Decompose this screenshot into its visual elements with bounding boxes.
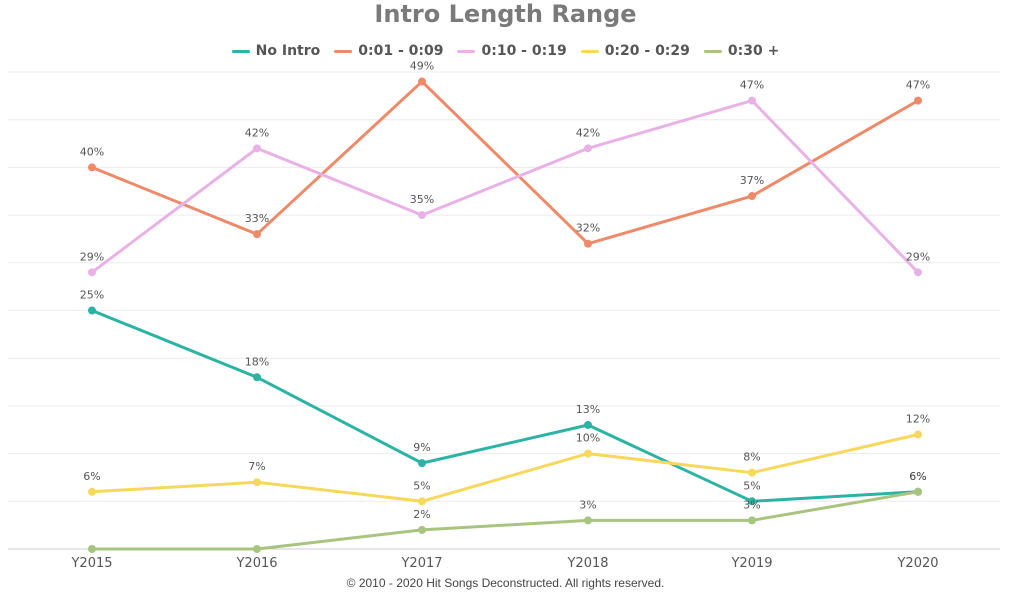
- legend-label: 0:20 - 0:29: [604, 43, 690, 59]
- legend-swatch: [334, 49, 353, 53]
- series-line-4: [92, 490, 919, 551]
- data-label: 40%: [80, 145, 104, 158]
- data-label: 25%: [80, 289, 104, 302]
- legend-label: 0:30 +: [727, 43, 780, 59]
- data-point: [914, 430, 922, 439]
- data-label: 7%: [248, 460, 265, 473]
- data-label: 42%: [576, 126, 600, 139]
- series-line-0: [91, 309, 919, 503]
- legend-item[interactable]: 0:01 - 0:09: [334, 43, 443, 59]
- x-tick-label: Y2020: [896, 556, 938, 571]
- data-point: [418, 211, 426, 220]
- data-label: 6%: [83, 470, 100, 483]
- data-point: [88, 545, 96, 553]
- data-label: 32%: [576, 222, 600, 235]
- data-point: [584, 516, 592, 525]
- data-point: [748, 192, 756, 201]
- x-tick-label: Y2015: [70, 556, 112, 571]
- data-label: 18%: [245, 355, 269, 368]
- data-label: 29%: [80, 250, 104, 263]
- data-point: [88, 306, 96, 315]
- legend-swatch: [231, 49, 250, 53]
- data-point: [253, 230, 261, 239]
- chart-title: Intro Length Range: [374, 0, 637, 28]
- data-point: [253, 373, 261, 382]
- legend-label: 0:01 - 0:09: [358, 43, 444, 59]
- legend-swatch: [703, 49, 722, 53]
- data-point: [748, 497, 756, 506]
- series-line-1: [91, 80, 919, 246]
- series-line-2: [91, 99, 920, 274]
- data-label: 13%: [576, 403, 600, 416]
- data-point: [914, 268, 922, 277]
- data-point: [748, 96, 756, 105]
- data-point: [418, 525, 426, 534]
- legend-swatch: [457, 49, 476, 53]
- x-tick-label: Y2016: [235, 556, 277, 571]
- data-point: [418, 497, 426, 506]
- x-tick-label: Y2017: [400, 556, 442, 571]
- data-point: [418, 77, 426, 86]
- data-label: 35%: [410, 193, 434, 206]
- data-label: 6%: [909, 470, 926, 483]
- data-point: [748, 516, 756, 525]
- legend-item[interactable]: No Intro: [231, 43, 321, 59]
- data-point: [748, 468, 756, 477]
- chart-legend: No Intro 0:01 - 0:09 0:10 - 0:19 0:20 - 0:2…: [0, 43, 1011, 59]
- data-point: [914, 96, 922, 105]
- legend-item[interactable]: 0:30 +: [703, 43, 780, 59]
- data-label: 3%: [743, 498, 760, 511]
- data-label: 8%: [743, 451, 760, 464]
- data-label: 3%: [579, 498, 596, 511]
- data-label: 29%: [906, 250, 930, 263]
- x-tick-label: Y2018: [566, 556, 608, 571]
- legend-label: 0:10 - 0:19: [481, 43, 567, 59]
- data-label: 12%: [906, 413, 930, 426]
- data-label: 5%: [413, 479, 430, 492]
- data-point: [253, 545, 261, 553]
- data-label: 33%: [245, 212, 269, 225]
- data-label: 42%: [245, 126, 269, 139]
- series-line-3: [91, 433, 919, 503]
- data-point: [914, 487, 922, 496]
- data-point: [584, 239, 592, 248]
- data-label: 47%: [740, 79, 764, 92]
- data-point: [88, 487, 96, 496]
- data-label: 2%: [413, 508, 430, 521]
- data-point: [253, 478, 261, 487]
- data-point: [584, 144, 592, 153]
- data-label: 5%: [743, 479, 760, 492]
- data-label: 49%: [410, 60, 434, 73]
- data-point: [418, 459, 426, 468]
- data-point: [584, 449, 592, 458]
- legend-swatch: [580, 49, 599, 53]
- data-label: 10%: [576, 432, 600, 445]
- x-tick-label: Y2019: [730, 556, 772, 571]
- copyright-footer: © 2010 - 2020 Hit Songs Deconstructed. A…: [346, 576, 665, 590]
- data-point: [88, 268, 96, 277]
- data-point: [253, 144, 261, 153]
- legend-item[interactable]: 0:10 - 0:19: [457, 43, 567, 59]
- data-label: 9%: [413, 441, 430, 454]
- data-label: 6%: [909, 470, 926, 483]
- data-label: 37%: [740, 174, 764, 187]
- data-label: 47%: [906, 79, 930, 92]
- legend-item[interactable]: 0:20 - 0:29: [580, 43, 690, 59]
- legend-label: No Intro: [255, 43, 321, 59]
- data-point: [88, 163, 96, 172]
- data-point: [584, 420, 592, 429]
